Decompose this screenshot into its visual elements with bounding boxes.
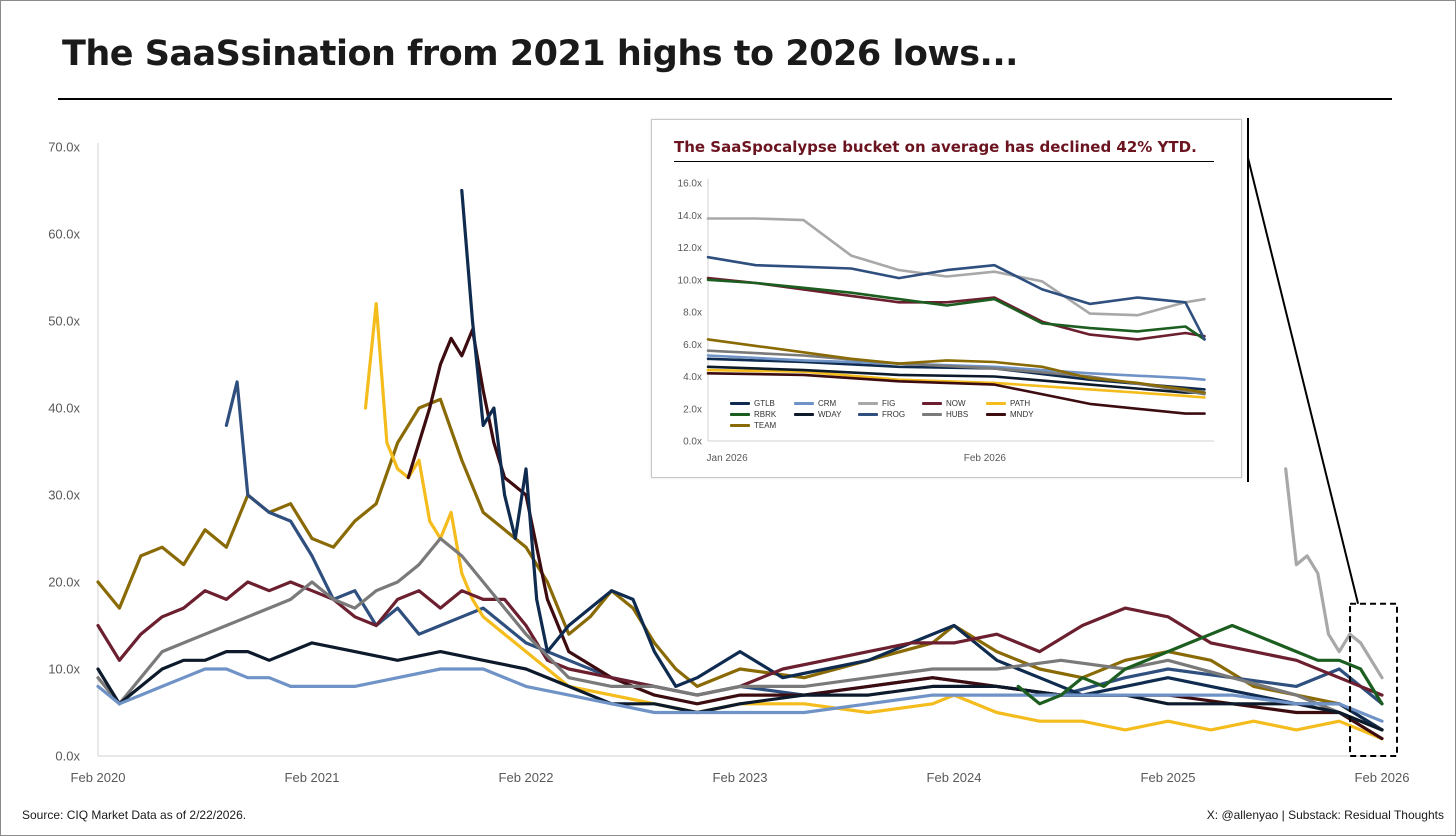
legend-label: MNDY bbox=[1010, 410, 1034, 419]
legend-item-frog: FROG bbox=[858, 410, 922, 419]
legend-swatch bbox=[858, 413, 878, 416]
main-y-tick-label: 20.0x bbox=[48, 575, 80, 590]
inset-series-now bbox=[706, 276, 1206, 341]
inset-y-tick-label: 2.0x bbox=[683, 404, 702, 415]
legend-label: FROG bbox=[882, 410, 906, 419]
zoom-connector-vertical bbox=[1247, 118, 1249, 482]
legend-item-team: TEAM bbox=[730, 421, 794, 430]
inset-x-tick-label: Feb 2026 bbox=[964, 453, 1007, 464]
inset-series-mndy bbox=[706, 372, 1206, 415]
inset-series-frog bbox=[706, 255, 1206, 341]
inset-series-rbrk bbox=[706, 278, 1206, 341]
main-y-tick-label: 70.0x bbox=[48, 140, 80, 155]
legend-swatch bbox=[922, 402, 942, 405]
main-x-tick-label: Feb 2025 bbox=[1141, 770, 1196, 785]
inset-series-wday bbox=[706, 365, 1206, 394]
inset-series-fig bbox=[706, 217, 1206, 317]
legend-swatch bbox=[794, 402, 814, 405]
main-x-tick-label: Feb 2021 bbox=[285, 770, 340, 785]
legend-item-fig: FIG bbox=[858, 399, 922, 408]
legend-item-now: NOW bbox=[922, 399, 986, 408]
main-y-tick-label: 0.0x bbox=[55, 749, 80, 764]
inset-title: The SaaSpocalypse bucket on average has … bbox=[674, 138, 1197, 156]
inset-y-tick-label: 16.0x bbox=[678, 179, 702, 190]
legend-swatch bbox=[730, 413, 750, 416]
legend-swatch bbox=[986, 413, 1006, 416]
inset-legend: GTLB CRM FIG NOW PATH RBRK WDAY FROG HUBS MNDY TEA… bbox=[730, 399, 1050, 430]
legend-label: RBRK bbox=[754, 410, 777, 419]
inset-chart-panel: The SaaSpocalypse bucket on average has … bbox=[651, 119, 1242, 478]
legend-item-mndy: MNDY bbox=[986, 410, 1050, 419]
legend-label: NOW bbox=[946, 399, 966, 408]
legend-label: WDAY bbox=[818, 410, 842, 419]
legend-item-crm: CRM bbox=[794, 399, 858, 408]
main-series-fig bbox=[1284, 467, 1384, 680]
legend-swatch bbox=[730, 402, 750, 405]
zoom-highlight-box bbox=[1349, 602, 1399, 757]
inset-line-chart: 0.0x 2.0x 4.0x 6.0x 8.0x 10.0x 12.0x 14.0x 16.0x… bbox=[678, 179, 1214, 464]
inset-y-tick-label: 12.0x bbox=[678, 243, 702, 254]
inset-series-hubs bbox=[706, 349, 1206, 396]
legend-label: TEAM bbox=[754, 421, 777, 430]
legend-item-gtlb: GTLB bbox=[730, 399, 794, 408]
main-series-hubs bbox=[96, 536, 1384, 732]
legend-item-rbrk: RBRK bbox=[730, 410, 794, 419]
inset-y-tick-label: 14.0x bbox=[678, 211, 702, 222]
legend-label: GTLB bbox=[754, 399, 775, 408]
inset-series-crm bbox=[706, 354, 1206, 381]
inset-series-path bbox=[706, 368, 1206, 399]
main-y-tick-label: 10.0x bbox=[48, 662, 80, 677]
title-divider bbox=[58, 98, 1392, 100]
inset-y-tick-label: 4.0x bbox=[683, 372, 702, 383]
main-series-gtlb bbox=[460, 188, 1384, 732]
main-y-tick-label: 50.0x bbox=[48, 314, 80, 329]
main-x-tick-label: Feb 2023 bbox=[713, 770, 768, 785]
main-y-tick-label: 30.0x bbox=[48, 488, 80, 503]
zoom-connector-diagonal bbox=[1247, 157, 1360, 604]
legend-swatch bbox=[986, 402, 1006, 405]
source-note: Source: CIQ Market Data as of 2/22/2026. bbox=[22, 808, 247, 822]
main-x-tick-label: Feb 2024 bbox=[927, 770, 982, 785]
legend-label: PATH bbox=[1010, 399, 1031, 408]
main-y-tick-label: 60.0x bbox=[48, 227, 80, 242]
inset-series-team bbox=[706, 338, 1206, 394]
legend-item-hubs: HUBS bbox=[922, 410, 986, 419]
inset-y-tick-label: 10.0x bbox=[678, 275, 702, 286]
legend-label: HUBS bbox=[946, 410, 969, 419]
main-y-tick-label: 40.0x bbox=[48, 401, 80, 416]
legend-item-path: PATH bbox=[986, 399, 1050, 408]
legend-label: CRM bbox=[818, 399, 837, 408]
main-x-tick-label: Feb 2020 bbox=[71, 770, 126, 785]
main-x-tick-label: Feb 2026 bbox=[1355, 770, 1410, 785]
legend-swatch bbox=[730, 424, 750, 427]
inset-y-tick-label: 0.0x bbox=[683, 437, 702, 448]
main-series-rbrk bbox=[1016, 623, 1384, 706]
legend-swatch bbox=[858, 402, 878, 405]
inset-x-tick-label: Jan 2026 bbox=[707, 453, 749, 464]
author-credit: X: @allenyao | Substack: Residual Though… bbox=[1206, 808, 1444, 822]
inset-y-tick-label: 8.0x bbox=[683, 308, 702, 319]
inset-y-tick-label: 6.0x bbox=[683, 340, 702, 351]
legend-label: FIG bbox=[882, 399, 896, 408]
main-x-tick-label: Feb 2022 bbox=[499, 770, 554, 785]
legend-swatch bbox=[794, 413, 814, 416]
page-title: The SaaSsination from 2021 highs to 2026… bbox=[62, 34, 1018, 74]
legend-swatch bbox=[922, 413, 942, 416]
main-series-crm bbox=[96, 667, 1384, 723]
legend-item-wday: WDAY bbox=[794, 410, 858, 419]
inset-title-divider bbox=[674, 161, 1214, 162]
